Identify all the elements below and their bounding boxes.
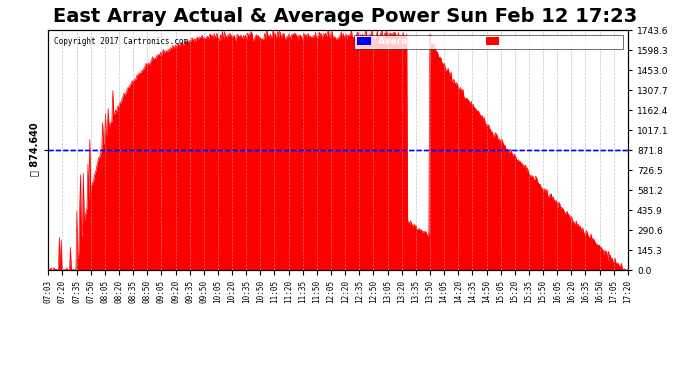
Legend: Average  (DC Watts), East Array  (DC Watts): Average (DC Watts), East Array (DC Watts…: [354, 34, 623, 49]
Text: Copyright 2017 Cartronics.com: Copyright 2017 Cartronics.com: [54, 37, 188, 46]
Text: East Array Actual & Average Power Sun Feb 12 17:23: East Array Actual & Average Power Sun Fe…: [53, 8, 637, 27]
